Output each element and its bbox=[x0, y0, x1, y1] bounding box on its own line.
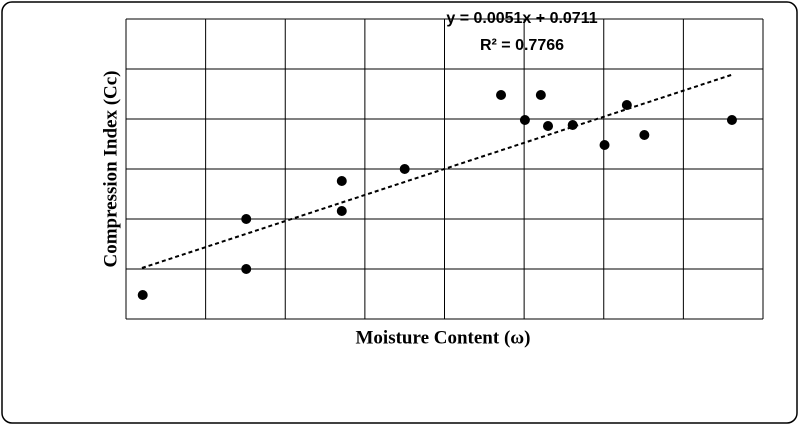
point bbox=[336, 206, 347, 216]
x-axis-label: Moisture Content (ω) bbox=[355, 327, 530, 348]
r-squared: R² = 0.7766 bbox=[480, 37, 564, 54]
point bbox=[241, 264, 252, 274]
point bbox=[137, 290, 148, 300]
point bbox=[726, 115, 737, 125]
point bbox=[241, 214, 252, 224]
point bbox=[336, 176, 347, 186]
point bbox=[621, 100, 632, 110]
point bbox=[496, 90, 507, 100]
y-axis-label: Compression Index (Cc) bbox=[100, 70, 121, 267]
point bbox=[567, 120, 578, 130]
point bbox=[399, 164, 410, 174]
trendline bbox=[141, 74, 732, 269]
point bbox=[519, 115, 530, 125]
point bbox=[543, 121, 554, 131]
point bbox=[599, 140, 610, 150]
point bbox=[639, 130, 650, 140]
point bbox=[535, 90, 546, 100]
